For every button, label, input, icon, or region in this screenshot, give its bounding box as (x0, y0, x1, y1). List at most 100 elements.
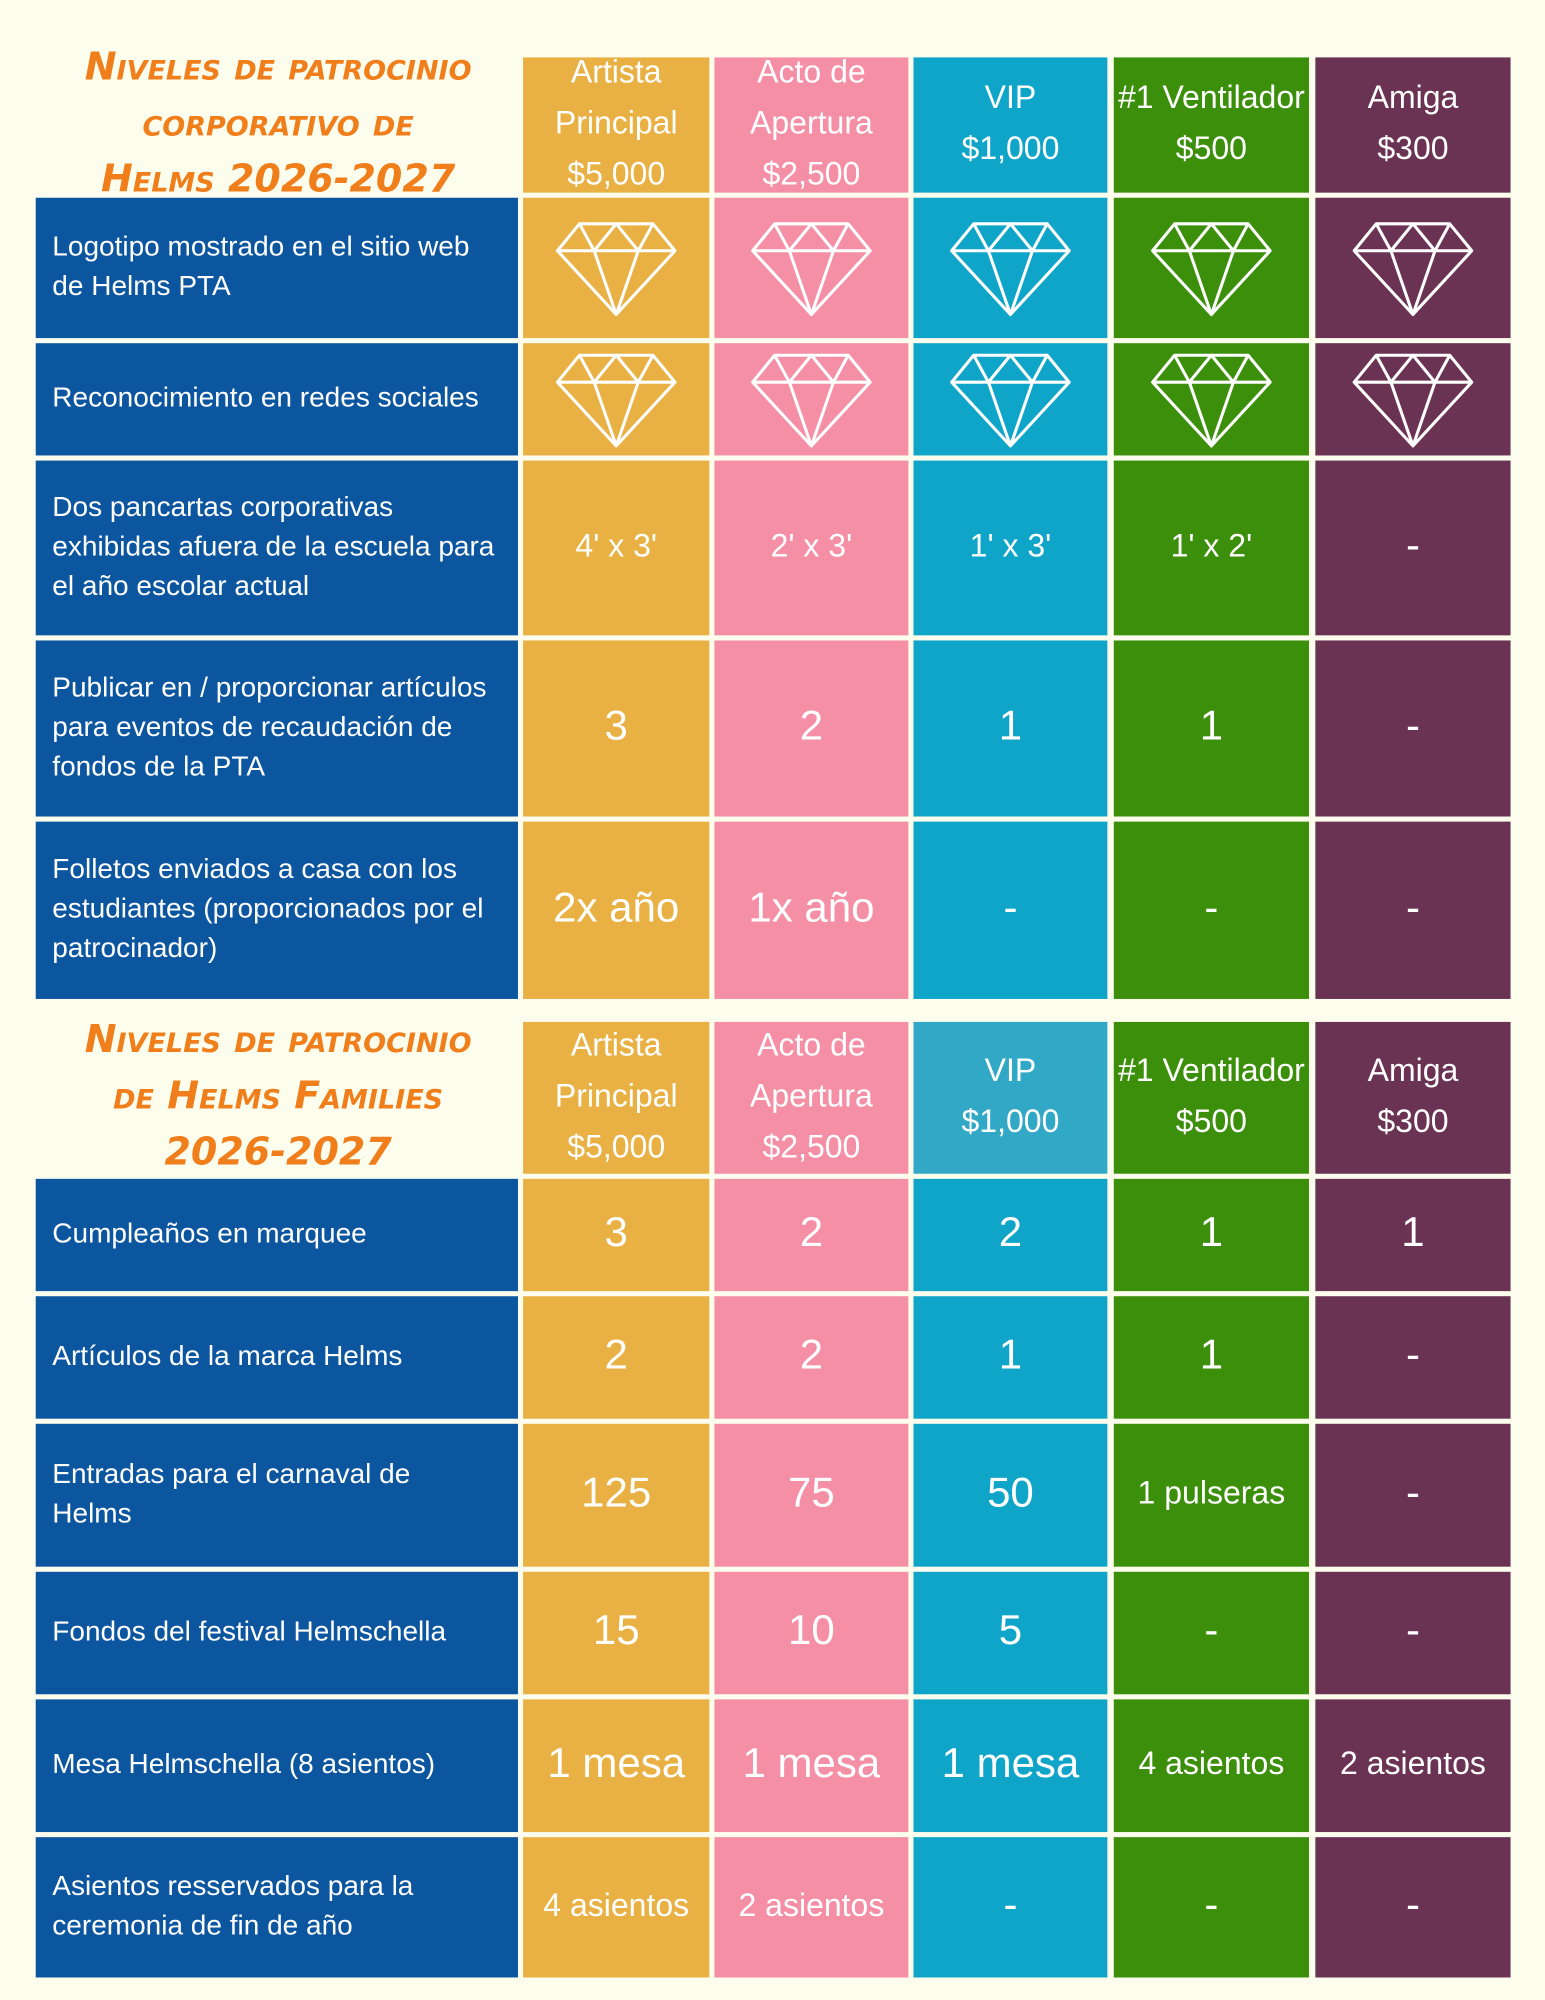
cell-value: 1x año (748, 883, 874, 930)
row-label: Publicar en / proporcionar artículos (52, 671, 486, 702)
column-header: Acto de (757, 1026, 866, 1062)
cell (1113, 197, 1309, 339)
column-header: $1,000 (962, 1103, 1060, 1139)
row-label-cell (35, 343, 518, 456)
section-title: de Helms Families (113, 1073, 443, 1117)
column-header: Amiga (1368, 79, 1459, 115)
cell-value: 2x año (553, 883, 679, 930)
header-cell (714, 57, 909, 193)
cell-value: 1 (1200, 1331, 1223, 1378)
cell-value: 10 (788, 1606, 835, 1653)
cell (1315, 1699, 1511, 1833)
column-header: $500 (1176, 130, 1247, 166)
row-label-cell (35, 1423, 518, 1567)
cell (523, 640, 710, 817)
column-header: $300 (1377, 1103, 1448, 1139)
cell-value: 1' x 2' (1171, 527, 1253, 563)
cell-value: 1 (1200, 1208, 1223, 1255)
cell-value: 2 (800, 702, 823, 749)
column-header: $500 (1176, 1103, 1247, 1139)
header-cell (1315, 1021, 1511, 1174)
column-header: Amiga (1368, 1052, 1459, 1088)
cell (1315, 460, 1511, 636)
cell (1113, 1296, 1309, 1419)
row-label: estudiantes (proporcionados por el (52, 893, 483, 924)
cell (1113, 1699, 1309, 1833)
row-label: de Helms PTA (52, 270, 231, 301)
column-header: #1 Ventilador (1118, 1052, 1305, 1088)
section-title: 2026-2027 (164, 1129, 392, 1173)
cell (1113, 1423, 1309, 1567)
header-cell (913, 1021, 1108, 1174)
cell-value: - (1204, 1606, 1218, 1653)
column-header: Principal (555, 104, 678, 140)
cell-value: - (1204, 1880, 1218, 1927)
column-header: VIP (985, 1052, 1037, 1088)
cell (714, 1699, 909, 1833)
cell (523, 1837, 710, 1978)
section-title: Niveles de patrocinio (85, 1017, 472, 1061)
row-label: para eventos de recaudación de (52, 711, 452, 742)
cell (913, 1296, 1108, 1419)
cell (1113, 821, 1309, 999)
header-cell (714, 1021, 909, 1174)
row-label-cell (35, 821, 518, 999)
row-label-cell (35, 640, 518, 817)
column-header: $5,000 (567, 156, 665, 192)
cell-value: - (1204, 883, 1218, 930)
row-label: Artículos de la marca Helms (52, 1340, 402, 1371)
header-cell (1113, 57, 1309, 193)
cell (523, 197, 710, 339)
cell (714, 1837, 909, 1978)
cell (913, 1178, 1108, 1292)
cell-value: 50 (987, 1468, 1034, 1515)
row-label: Logotipo mostrado en el sitio web (52, 231, 469, 262)
cell-value: 2 (999, 1208, 1022, 1255)
column-header: $1,000 (962, 130, 1060, 166)
cell-value: 2' x 3' (771, 527, 853, 563)
column-header: #1 Ventilador (1118, 79, 1305, 115)
cell (913, 640, 1108, 817)
row-label: Cumpleaños en marquee (52, 1217, 366, 1248)
cell (714, 640, 909, 817)
cell-value: 75 (788, 1468, 835, 1515)
row-label: patrocinador) (52, 932, 217, 963)
cell-value: 1 pulseras (1138, 1475, 1286, 1511)
cell (913, 1571, 1108, 1695)
cell (714, 821, 909, 999)
cell (1315, 640, 1511, 817)
row-label-cell (35, 1178, 518, 1292)
column-header: Apertura (750, 104, 873, 140)
cell (913, 460, 1108, 636)
cell (913, 343, 1108, 456)
cell (523, 343, 710, 456)
header-cell (523, 57, 710, 193)
row-label-cell (35, 1837, 518, 1978)
section-title: corporativo de (142, 101, 414, 145)
cell (714, 343, 909, 456)
header-cell (1113, 1021, 1309, 1174)
column-header: VIP (985, 79, 1037, 115)
cell-value: - (1003, 883, 1017, 930)
cell-value: 2 asientos (1340, 1745, 1486, 1781)
cell (1113, 1178, 1309, 1292)
row-label: Fondos del festival Helmschella (52, 1615, 446, 1646)
row-label: Asientos resservados para la (52, 1870, 414, 1901)
column-header: Apertura (750, 1077, 873, 1113)
cell (523, 1423, 710, 1567)
cell (1315, 1178, 1511, 1292)
column-header: Principal (555, 1077, 678, 1113)
column-header: $2,500 (762, 1128, 860, 1164)
column-header: $5,000 (567, 1128, 665, 1164)
cell-value: - (1406, 521, 1420, 568)
cell (913, 1423, 1108, 1567)
row-label-cell (35, 1296, 518, 1419)
row-label: Helms (52, 1497, 131, 1528)
cell (1315, 343, 1511, 456)
cell-value: 3 (605, 702, 628, 749)
cell-value: 4' x 3' (575, 527, 657, 563)
cell (913, 821, 1108, 999)
row-label: ceremonia de fin de año (52, 1909, 352, 1940)
row-label-cell (35, 460, 518, 636)
